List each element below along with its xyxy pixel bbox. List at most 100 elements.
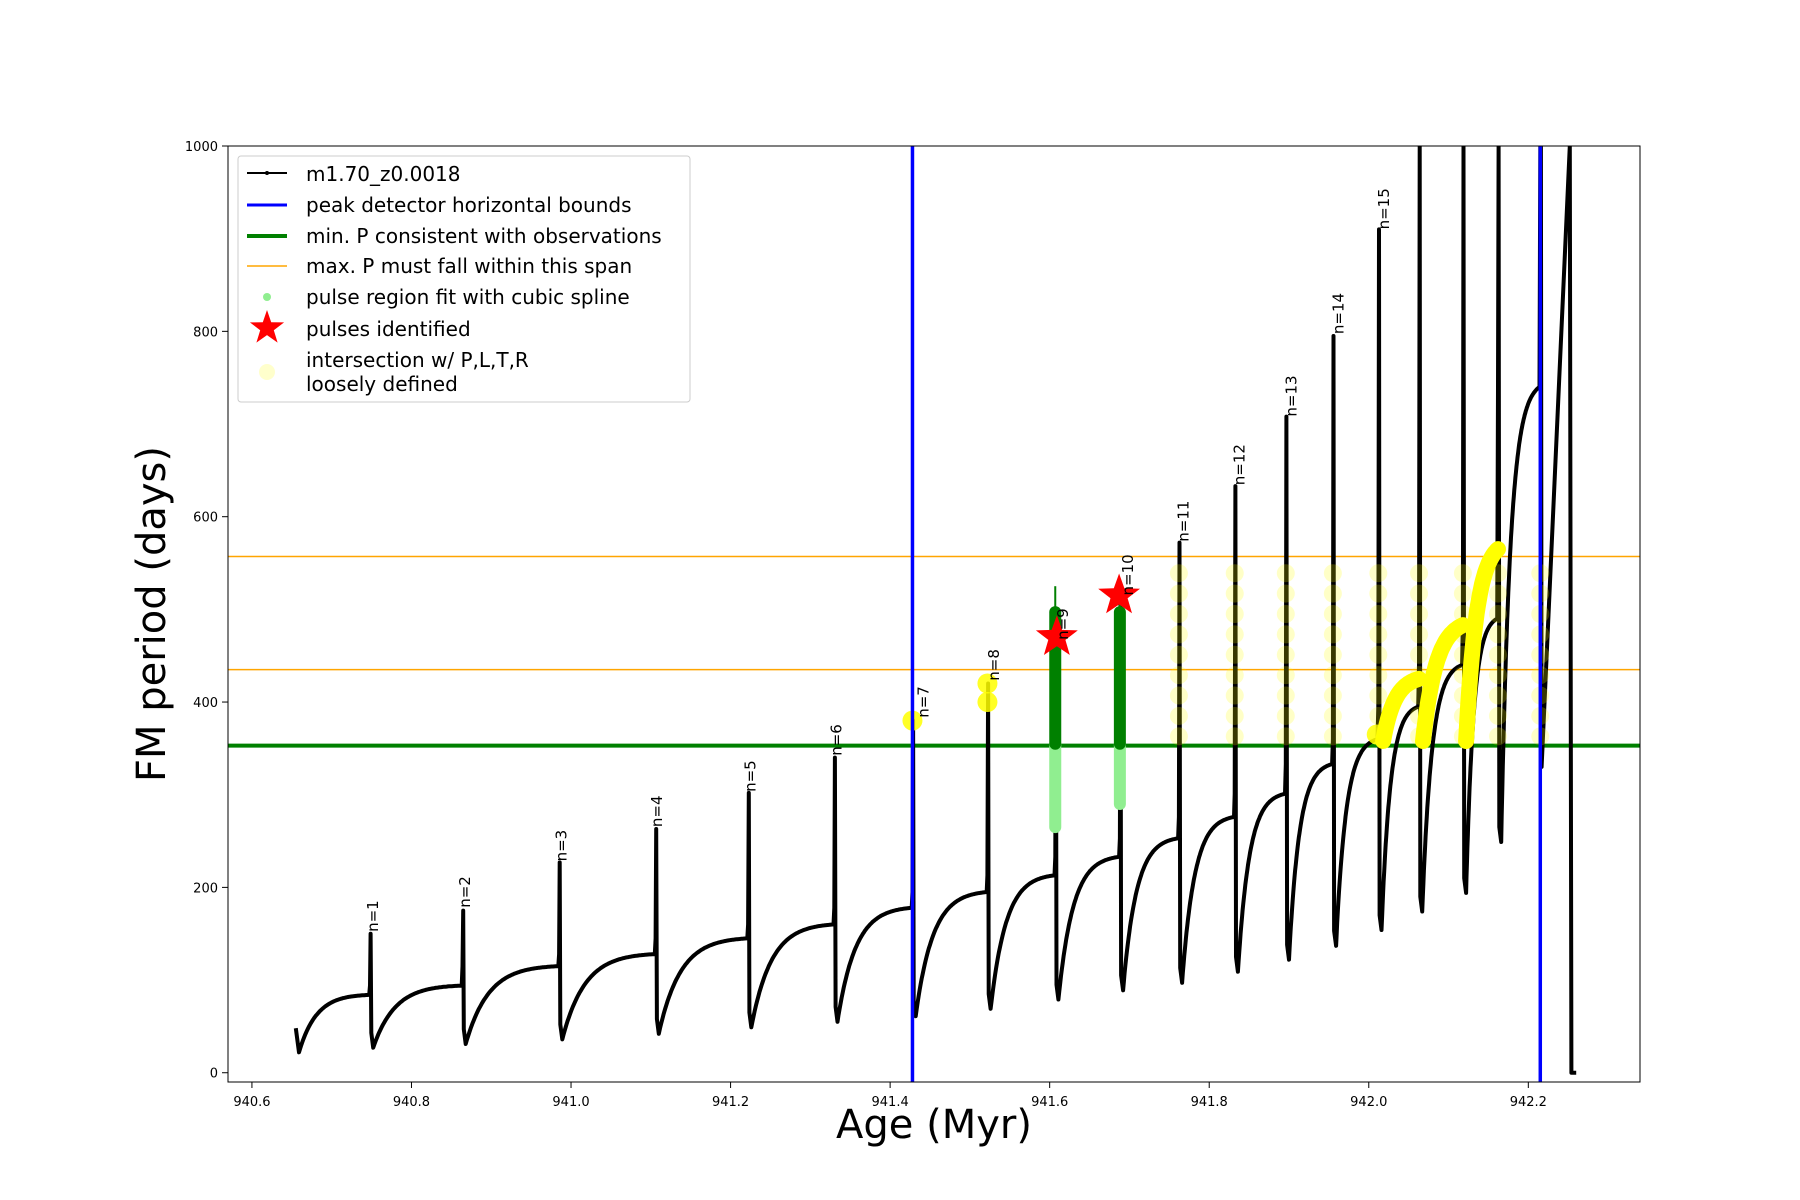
loose-marker	[1323, 584, 1342, 603]
period-series	[293, 146, 1577, 1075]
period-line	[293, 146, 1577, 1075]
loose-marker	[1169, 727, 1188, 746]
pulse-label: n=5	[742, 760, 760, 792]
legend-entry-orange: max. P must fall within this span	[247, 254, 632, 278]
legend-swatch-spline	[263, 293, 271, 301]
loose-marker	[1489, 706, 1508, 725]
loose-marker	[1276, 564, 1295, 583]
legend: m1.70_z0.0018 peak detector horizontal b…	[237, 155, 691, 403]
plot-area: n=1 n=2 n=3 n=4 n=5 n=6 n=7 n=8 n=9 n=10 n=11 n=12 n…	[228, 146, 1640, 1082]
loose-marker	[1225, 645, 1244, 664]
loose-marker	[1369, 605, 1388, 623]
pulse-star	[1098, 573, 1140, 614]
legend-swatch-star	[249, 310, 285, 343]
pulse-star	[1035, 615, 1078, 655]
plot-frame	[227, 145, 1641, 1083]
loose-marker	[1369, 686, 1388, 705]
loose-marker	[1276, 727, 1295, 746]
loose-marker	[1323, 706, 1342, 725]
identified-pulses	[1035, 573, 1140, 655]
loose-marker	[1225, 584, 1244, 603]
pulse-label: n=4	[648, 795, 666, 827]
loose-marker	[1225, 686, 1244, 705]
x-axis-ticks: 940.6 940.8 941.0 941.2 941.4 941.6 941.8 942.0…	[233, 1082, 1547, 1110]
loose-marker	[1169, 645, 1188, 664]
loose-marker	[1410, 584, 1429, 603]
x-tick-label: 940.6	[233, 1095, 270, 1110]
y-tick-label: 800	[193, 325, 218, 340]
loose-marker	[1410, 625, 1429, 644]
loose-marker	[1369, 584, 1388, 603]
legend-label-orange: max. P must fall within this span	[306, 254, 632, 278]
x-tick-label: 941.6	[1031, 1095, 1068, 1110]
x-axis-title: Age (Myr)	[836, 1102, 1032, 1148]
x-tick-label: 942.2	[1510, 1095, 1547, 1110]
loose-marker	[1489, 645, 1508, 664]
max-period-lines	[228, 555, 1640, 671]
pulse-annotations: n=1 n=2 n=3 n=4 n=5 n=6 n=7 n=8 n=9 n=10 n=11 n=12 n…	[364, 188, 1393, 932]
legend-label-yellow-line2: loosely defined	[306, 372, 458, 396]
loose-marker	[1276, 605, 1295, 623]
loose-marker	[1369, 564, 1388, 583]
loose-arc	[1415, 617, 1471, 749]
pulse-label: n=14	[1330, 293, 1348, 334]
loose-marker	[1225, 625, 1244, 644]
loose-marker	[1453, 584, 1472, 603]
loose-marker	[1323, 564, 1342, 583]
loose-marker	[1369, 666, 1388, 685]
legend-entry-stars: pulses identified	[249, 310, 471, 343]
pulse-label: n=8	[985, 649, 1003, 681]
loose-marker	[1410, 605, 1429, 623]
legend-label-yellow: intersection w/ P,L,T,R loosely defined	[306, 348, 535, 396]
loose-marker	[1323, 686, 1342, 705]
loose-marker	[1225, 706, 1244, 725]
legend-entry-yellow: intersection w/ P,L,T,R loosely defined	[259, 348, 535, 396]
loose-marker	[1276, 584, 1295, 603]
pulse-label: n=7	[915, 686, 933, 718]
loose-marker	[1169, 625, 1188, 644]
loose-marker	[1169, 666, 1188, 685]
loose-marker	[1489, 686, 1508, 705]
loose-marker	[1489, 605, 1508, 623]
x-tick-label: 941.2	[712, 1095, 749, 1110]
legend-label-green: min. P consistent with observations	[306, 224, 662, 248]
loose-marker	[977, 692, 998, 713]
y-axis-title: FM period (days)	[129, 446, 175, 782]
legend-entry-blue: peak detector horizontal bounds	[247, 193, 632, 217]
pulse-label: n=12	[1231, 444, 1249, 485]
loose-marker	[1323, 666, 1342, 685]
loose-marker	[1276, 645, 1295, 664]
legend-label-spline: pulse region fit with cubic spline	[306, 285, 630, 309]
loose-marker	[1169, 706, 1188, 725]
y-tick-label: 400	[193, 696, 218, 711]
y-axis-ticks: 0 200 400 600 800 1000	[185, 140, 228, 1082]
loose-marker	[1169, 564, 1188, 583]
loose-arc	[1375, 670, 1427, 749]
loose-marker	[1169, 584, 1188, 603]
legend-entry-spline: pulse region fit with cubic spline	[263, 285, 630, 309]
legend-entry-green: min. P consistent with observations	[247, 224, 662, 248]
loose-marker	[1489, 584, 1508, 603]
loose-marker	[1225, 666, 1244, 685]
loose-marker	[1276, 625, 1295, 644]
x-tick-label: 941.4	[872, 1095, 909, 1110]
legend-swatch-model-marker	[265, 171, 269, 175]
y-tick-label: 0	[210, 1067, 218, 1082]
loose-marker	[977, 673, 998, 694]
loose-marker	[1323, 625, 1342, 644]
loose-marker	[1276, 706, 1295, 725]
pulse-label: n=13	[1282, 375, 1300, 416]
loose-marker	[1410, 645, 1429, 664]
pulse-label: n=6	[828, 724, 846, 756]
pulse-label: n=2	[456, 876, 474, 908]
pulse-label: n=3	[553, 830, 571, 862]
peak-detector-bounds	[910, 146, 1543, 1082]
legend-label-model: m1.70_z0.0018	[306, 162, 461, 186]
loose-marker	[1410, 564, 1429, 583]
loose-marker	[1489, 727, 1508, 746]
legend-label-stars: pulses identified	[306, 317, 471, 341]
pulse-label: n=9	[1054, 608, 1072, 640]
y-tick-label: 200	[193, 881, 218, 896]
loose-marker	[1323, 727, 1342, 746]
legend-swatch-yellow	[259, 364, 275, 380]
